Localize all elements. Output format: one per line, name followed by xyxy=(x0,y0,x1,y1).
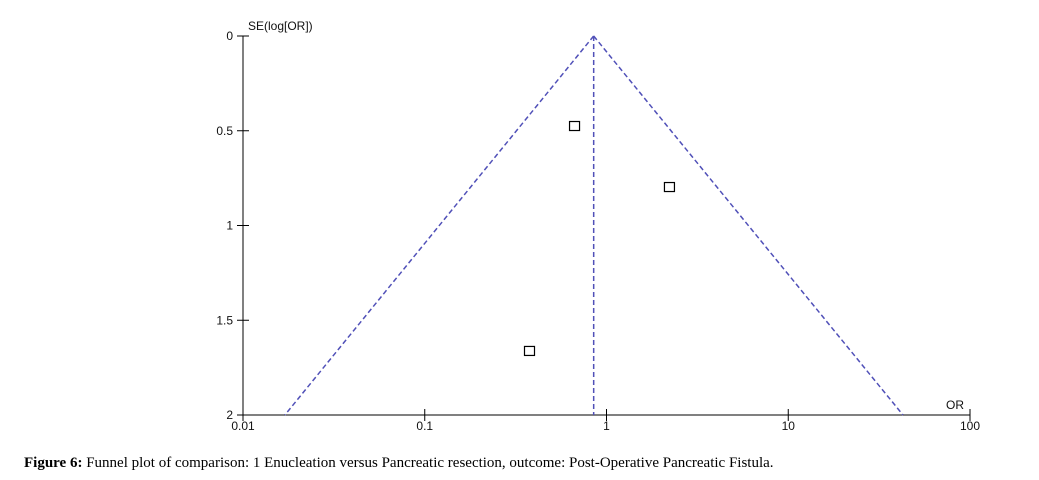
study-marker xyxy=(568,120,581,132)
study-marker xyxy=(663,181,676,193)
y-tick-label: 0.5 xyxy=(216,124,233,138)
x-tick-label: 100 xyxy=(960,419,980,433)
y-axis-label: SE(log[OR]) xyxy=(248,19,313,33)
caption-label: Figure 6: xyxy=(24,455,83,471)
y-tick-label: 2 xyxy=(226,408,233,422)
x-tick-label: 0.01 xyxy=(231,419,255,433)
caption: Figure 6: Funnel plot of comparison: 1 E… xyxy=(24,455,774,472)
study-marker xyxy=(523,345,536,357)
x-axis-label: OR xyxy=(946,398,964,412)
chart: SE(log[OR]) OR 0 0.5 1 1.5 20.01 0.1 1 10 100 xyxy=(216,19,980,433)
funnel-line xyxy=(284,35,595,416)
y-tick-label: 1.5 xyxy=(216,313,233,327)
y-tick-label: 1 xyxy=(226,219,233,233)
x-tick-label: 10 xyxy=(782,419,796,433)
x-tick-label: 0.1 xyxy=(416,419,433,433)
y-tick-label: 0 xyxy=(226,29,233,43)
caption-text: Funnel plot of comparison: 1 Enucleation… xyxy=(86,455,774,471)
x-tick-label: 1 xyxy=(603,419,610,433)
funnel-line xyxy=(593,35,904,416)
